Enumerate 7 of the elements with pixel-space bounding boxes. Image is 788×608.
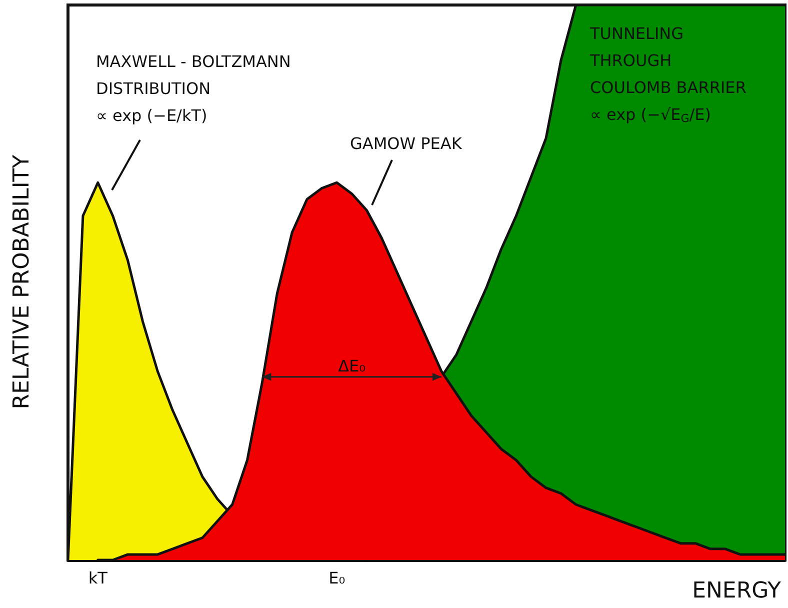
y-axis-title: RELATIVE PROBABILITY bbox=[10, 154, 34, 410]
annotation: ΔE₀ bbox=[338, 356, 366, 376]
x-axis-title: ENERGY bbox=[692, 578, 782, 604]
annotation: MAXWELL - BOLTZMANN DISTRIBUTION ∝ exp (−E/kT) bbox=[96, 52, 291, 125]
x-tick-label: kT bbox=[88, 568, 108, 588]
x-tick-label: E₀ bbox=[328, 568, 346, 588]
annotation: GAMOW PEAK bbox=[350, 134, 462, 153]
